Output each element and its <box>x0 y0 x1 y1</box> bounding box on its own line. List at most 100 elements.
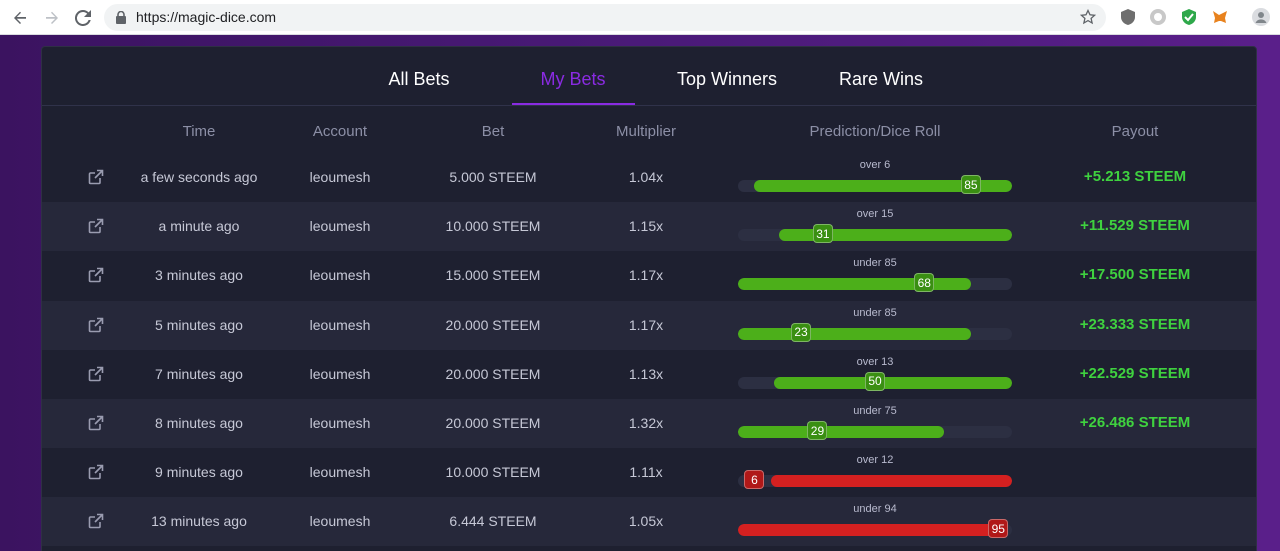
prediction-label: over 6 <box>859 159 891 171</box>
dice-roll-marker: 85 <box>960 175 981 194</box>
table-row: 9 minutes ago leoumesh 10.000 STEEM 1.11x ov… <box>42 448 1256 497</box>
external-link-icon[interactable] <box>88 317 104 333</box>
external-link-icon[interactable] <box>88 169 104 185</box>
column-header-multiplier: Multiplier <box>615 123 677 140</box>
payout-cell: +11.529 STEEM <box>1080 217 1190 235</box>
prediction-range-fill <box>738 327 971 340</box>
prediction-range-fill <box>770 475 1012 488</box>
metamask-fox-icon[interactable] <box>1211 8 1229 26</box>
time-cell: 5 minutes ago <box>155 316 243 333</box>
prediction-bar <box>738 278 1012 291</box>
prediction-label: under 85 <box>853 306 897 319</box>
time-cell: 9 minutes ago <box>155 464 243 481</box>
bet-amount-cell: 10.000 STEEM <box>445 218 541 235</box>
external-link-icon[interactable] <box>88 464 104 480</box>
column-header-time: Time <box>182 123 216 140</box>
prediction-label: over 12 <box>856 454 894 467</box>
forward-arrow-icon <box>46 11 58 24</box>
back-arrow-icon <box>14 11 26 24</box>
table-row: 3 minutes ago leoumesh 15.000 STEEM 1.17x un… <box>42 251 1256 300</box>
ghost-extension-icon[interactable] <box>1149 8 1167 26</box>
payout-cell: +17.500 STEEM <box>1079 266 1191 284</box>
account-cell: leoumesh <box>309 267 371 284</box>
prediction-label: under 75 <box>853 405 897 417</box>
bet-amount-cell: 10.000 STEEM <box>445 464 541 481</box>
address-bar[interactable]: https://magic-dice.com <box>104 4 1106 31</box>
external-link-icon[interactable] <box>88 415 104 431</box>
prediction-bar <box>738 524 1012 537</box>
column-header-prediction: Prediction/Dice Roll <box>809 123 941 140</box>
profile-avatar-icon[interactable] <box>1252 8 1270 26</box>
forward-button[interactable] <box>40 6 64 30</box>
adblock-shield-icon[interactable] <box>1180 8 1198 26</box>
url-text: https://magic-dice.com <box>136 9 277 25</box>
external-link-icon[interactable] <box>88 513 104 529</box>
time-cell: 8 minutes ago <box>155 415 243 431</box>
bet-amount-cell: 15.000 STEEM <box>445 267 541 284</box>
back-button[interactable] <box>8 6 32 30</box>
bet-amount-cell: 20.000 STEEM <box>445 365 541 382</box>
dice-roll-marker: 95 <box>988 519 1009 539</box>
time-cell: 7 minutes ago <box>155 365 243 382</box>
table-header: Time Account Bet Multiplier Prediction/D… <box>42 123 1256 145</box>
column-header-account: Account <box>312 123 368 140</box>
multiplier-cell: 1.17x <box>628 316 664 333</box>
column-header-bet: Bet <box>481 123 505 140</box>
bet-amount-cell: 20.000 STEEM <box>445 316 541 333</box>
tab-my-bets[interactable]: My Bets <box>540 69 606 89</box>
prediction-range-fill <box>754 180 1012 192</box>
account-cell: leoumesh <box>309 415 371 431</box>
multiplier-cell: 1.17x <box>628 267 664 284</box>
tab-rare-wins[interactable]: Rare Wins <box>838 69 924 89</box>
multiplier-cell: 1.32x <box>628 415 664 431</box>
prediction-range-fill <box>779 229 1012 242</box>
prediction-range-fill <box>738 426 944 438</box>
multiplier-cell: 1.15x <box>628 218 664 235</box>
prediction-label: over 15 <box>856 208 894 221</box>
account-cell: leoumesh <box>309 218 371 235</box>
bookmark-star-icon[interactable] <box>1080 9 1096 25</box>
prediction-label: under 85 <box>853 257 897 270</box>
bet-amount-cell: 5.000 STEEM <box>449 169 537 185</box>
dice-roll-marker: 68 <box>914 273 935 293</box>
reload-icon <box>75 10 91 26</box>
account-cell: leoumesh <box>309 365 371 382</box>
account-cell: leoumesh <box>309 316 371 333</box>
prediction-bar <box>738 327 1012 340</box>
browser-toolbar: https://magic-dice.com <box>0 0 1280 35</box>
prediction-bar <box>738 475 1012 488</box>
dice-roll-marker: 31 <box>812 224 833 244</box>
shield-extension-icon[interactable] <box>1119 8 1137 26</box>
multiplier-cell: 1.13x <box>628 365 664 382</box>
lock-icon <box>116 11 126 24</box>
active-tab-indicator <box>512 103 635 105</box>
prediction-bar <box>738 180 1012 192</box>
payout-cell: +22.529 STEEM <box>1079 364 1191 382</box>
account-cell: leoumesh <box>309 464 371 481</box>
external-link-icon[interactable] <box>88 267 104 283</box>
prediction-range-fill <box>738 524 996 537</box>
prediction-bar <box>738 426 1012 438</box>
account-cell: leoumesh <box>309 169 371 185</box>
table-row: 7 minutes ago leoumesh 20.000 STEEM 1.13x ov… <box>42 350 1256 399</box>
multiplier-cell: 1.04x <box>628 169 664 185</box>
bet-amount-cell: 6.444 STEEM <box>449 513 537 530</box>
tab-top-winners[interactable]: Top Winners <box>676 69 778 89</box>
table-row: 8 minutes ago leoumesh 20.000 STEEM 1.32x un… <box>42 399 1256 448</box>
multiplier-cell: 1.11x <box>629 464 663 481</box>
external-link-icon[interactable] <box>88 218 104 234</box>
prediction-bar <box>738 229 1012 242</box>
column-header-payout: Payout <box>1111 123 1159 140</box>
prediction-label: under 94 <box>853 503 897 516</box>
table-row: a minute ago leoumesh 10.000 STEEM 1.15x ove… <box>42 202 1256 252</box>
prediction-range-fill <box>738 278 971 291</box>
account-cell: leoumesh <box>309 513 371 530</box>
table-row: 13 minutes ago leoumesh 6.444 STEEM 1.05x un… <box>42 497 1256 547</box>
external-link-icon[interactable] <box>88 366 104 382</box>
bet-amount-cell: 20.000 STEEM <box>445 415 541 431</box>
time-cell: 3 minutes ago <box>155 267 243 284</box>
prediction-label: over 13 <box>856 355 894 368</box>
reload-button[interactable] <box>71 6 95 30</box>
time-cell: 13 minutes ago <box>151 513 247 530</box>
tab-all-bets[interactable]: All Bets <box>388 69 450 89</box>
